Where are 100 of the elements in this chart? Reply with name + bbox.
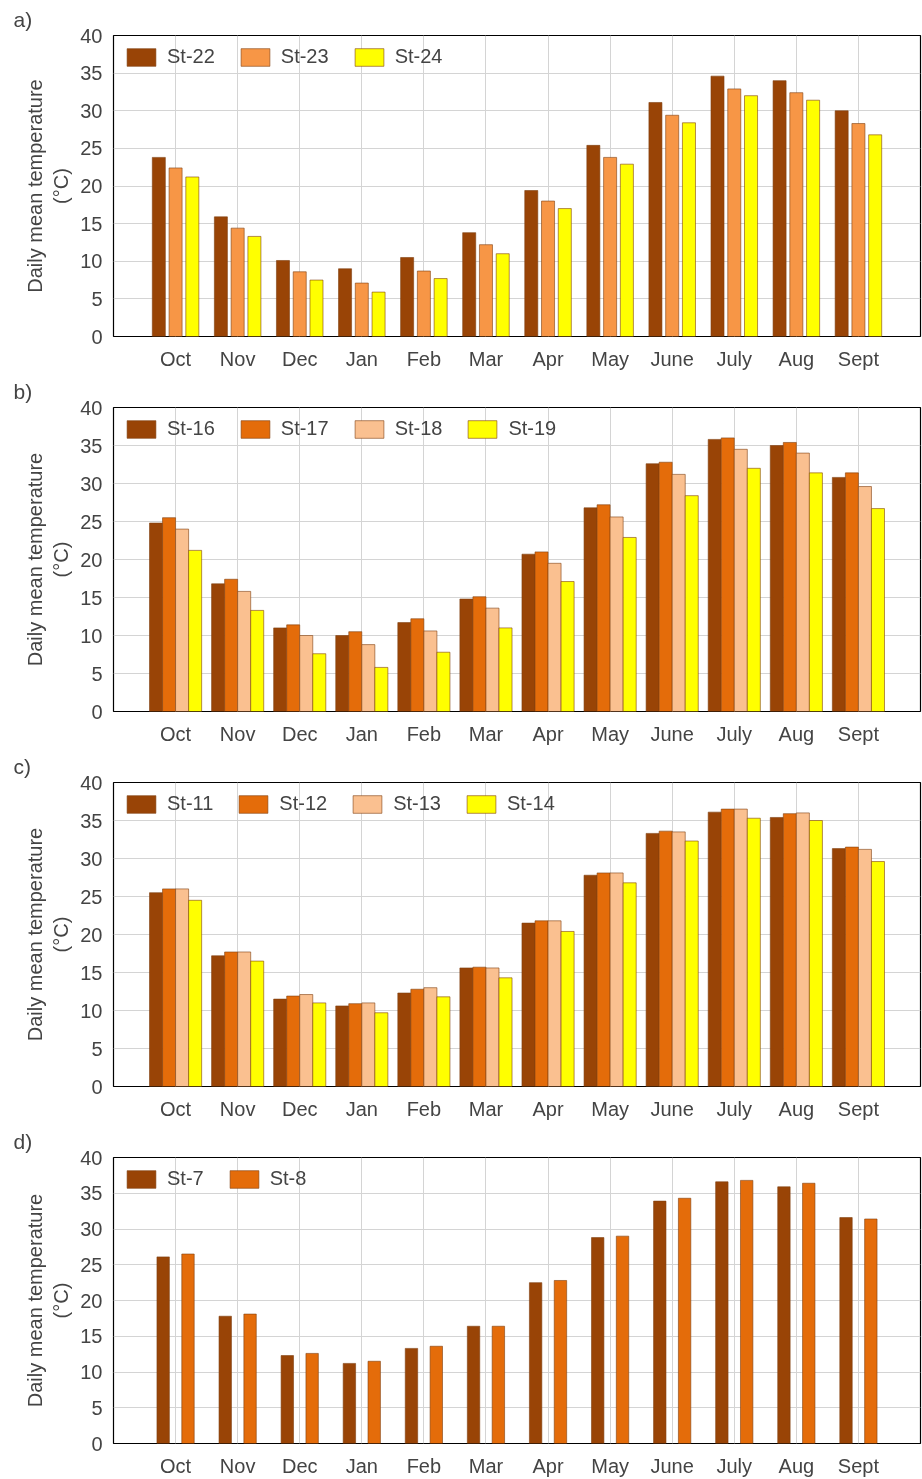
x-tick-label: Mar	[468, 722, 504, 745]
x-tick-label: May	[591, 1454, 630, 1477]
bar	[616, 1235, 630, 1444]
x-tick-label: Nov	[219, 347, 256, 370]
x-tick-label: July	[716, 347, 753, 370]
x-tick-label: Apr	[532, 722, 564, 745]
y-tick-label: 35	[80, 809, 103, 832]
bar	[168, 167, 183, 337]
legend-label: St-19	[508, 417, 557, 440]
bar	[367, 1360, 381, 1444]
x-tick-label: Nov	[219, 1454, 256, 1477]
bar	[744, 95, 758, 337]
bar	[371, 291, 386, 337]
legend-label: St-12	[279, 792, 328, 815]
y-tick-label: 30	[80, 99, 103, 122]
bar	[710, 75, 725, 337]
x-tick-label: Feb	[406, 1097, 442, 1120]
bar	[553, 1280, 567, 1444]
x-tick-label: Sept	[837, 722, 880, 745]
x-tick-label: Apr	[532, 1454, 564, 1477]
bar	[342, 1363, 356, 1444]
y-tick-label: 10	[80, 999, 103, 1022]
x-tick-label: Nov	[219, 722, 256, 745]
y-tick-label: 10	[80, 1361, 103, 1383]
bar	[740, 1180, 754, 1444]
bar	[557, 208, 572, 337]
bar	[495, 253, 510, 337]
y-tick-label: 40	[80, 1146, 103, 1169]
chart-title: d)	[13, 1129, 33, 1153]
x-tick-label: June	[650, 1454, 694, 1477]
bar	[682, 122, 696, 337]
legend-label: St-7	[167, 1167, 204, 1190]
y-tick-label: 40	[80, 24, 103, 47]
bar	[603, 157, 617, 337]
x-tick-label: Aug	[778, 1097, 815, 1120]
y-tick-label: 20	[80, 1289, 103, 1312]
y-tick-label: 30	[80, 1218, 103, 1240]
bar	[462, 232, 477, 337]
x-tick-label: Aug	[778, 722, 815, 745]
x-tick-label: Oct	[160, 347, 192, 370]
x-tick-label: Feb	[406, 347, 442, 370]
bar	[665, 114, 680, 337]
x-tick-label: Jan	[345, 722, 378, 745]
y-tick-label: 25	[80, 1253, 103, 1276]
y-tick-label: 0	[91, 325, 103, 348]
bar	[309, 279, 324, 337]
x-tick-label: June	[650, 1097, 694, 1120]
chart-title: c)	[13, 754, 31, 778]
y-tick-label: 15	[80, 586, 103, 609]
y-tick-label: 20	[80, 923, 103, 946]
bar	[467, 1325, 481, 1444]
y-tick-label: 35	[80, 1182, 103, 1205]
bar	[491, 1325, 505, 1444]
bar	[653, 1200, 667, 1444]
legend-label: St-16	[167, 417, 215, 440]
bar	[354, 282, 369, 337]
bar	[429, 1345, 443, 1444]
bar	[243, 1313, 257, 1444]
y-tick-label: 25	[80, 137, 103, 160]
y-tick-label: 0	[91, 1432, 103, 1455]
x-tick-label: Mar	[468, 347, 504, 370]
bar	[338, 268, 352, 337]
bar	[648, 102, 663, 337]
y-tick-label: 30	[80, 472, 103, 495]
y-axis-title: Daily mean temperature (°C)	[23, 452, 73, 667]
bar	[777, 1186, 791, 1444]
chart-title: a)	[13, 7, 33, 31]
bar	[181, 1253, 195, 1444]
x-tick-label: Aug	[778, 1454, 815, 1477]
y-tick-label: 20	[80, 548, 103, 571]
bar	[433, 278, 448, 337]
y-tick-label: 0	[91, 1075, 103, 1098]
bar	[214, 216, 228, 337]
bar	[868, 134, 882, 337]
y-tick-label: 35	[80, 434, 103, 457]
bar	[620, 163, 634, 337]
y-tick-label: 10	[80, 250, 103, 273]
y-tick-label: 5	[91, 287, 103, 310]
y-tick-label: 5	[91, 662, 103, 685]
bar	[152, 157, 166, 337]
y-tick-label: 15	[80, 212, 103, 235]
bar	[541, 200, 555, 337]
bar	[839, 1217, 853, 1444]
x-tick-label: June	[650, 722, 694, 745]
y-tick-label: 40	[80, 396, 103, 419]
chart-title: b)	[13, 379, 33, 403]
x-tick-label: Dec	[281, 1097, 318, 1120]
bar	[276, 260, 290, 337]
x-tick-label: Sept	[837, 1097, 880, 1120]
legend-label: St-23	[280, 45, 329, 68]
y-tick-label: 20	[80, 175, 103, 197]
x-tick-label: Oct	[160, 1097, 192, 1120]
x-tick-label: May	[591, 347, 630, 370]
legend-label: St-11	[167, 792, 214, 815]
y-tick-label: 5	[91, 1037, 103, 1060]
x-tick-label: Mar	[468, 1097, 504, 1120]
y-tick-label: 5	[91, 1396, 103, 1419]
bar	[185, 176, 200, 337]
bar	[806, 99, 820, 337]
y-tick-label: 40	[80, 771, 103, 794]
